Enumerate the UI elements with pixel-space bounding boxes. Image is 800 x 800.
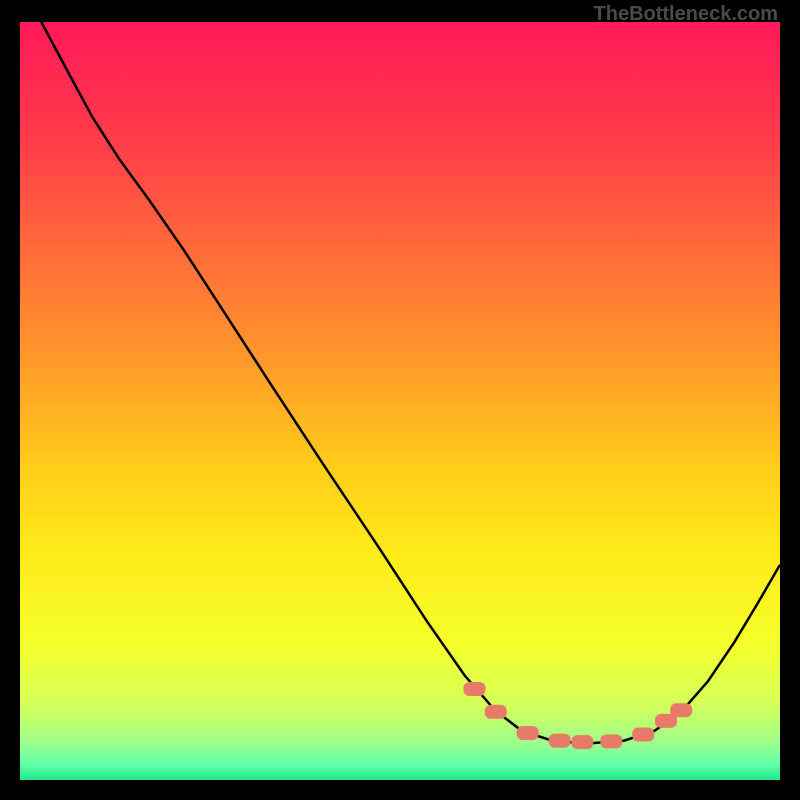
curve-marker <box>571 735 593 749</box>
curve-marker <box>517 726 539 740</box>
watermark-text: TheBottleneck.com <box>594 3 778 26</box>
chart-plot-area <box>20 22 780 780</box>
curve-overlay <box>20 22 780 780</box>
curve-marker <box>549 734 571 748</box>
curve-marker <box>632 728 654 742</box>
curve-marker <box>600 734 622 748</box>
bottleneck-curve <box>41 22 780 744</box>
curve-marker <box>463 682 485 696</box>
curve-marker <box>485 705 507 719</box>
curve-marker <box>670 703 692 717</box>
curve-markers <box>463 682 692 749</box>
